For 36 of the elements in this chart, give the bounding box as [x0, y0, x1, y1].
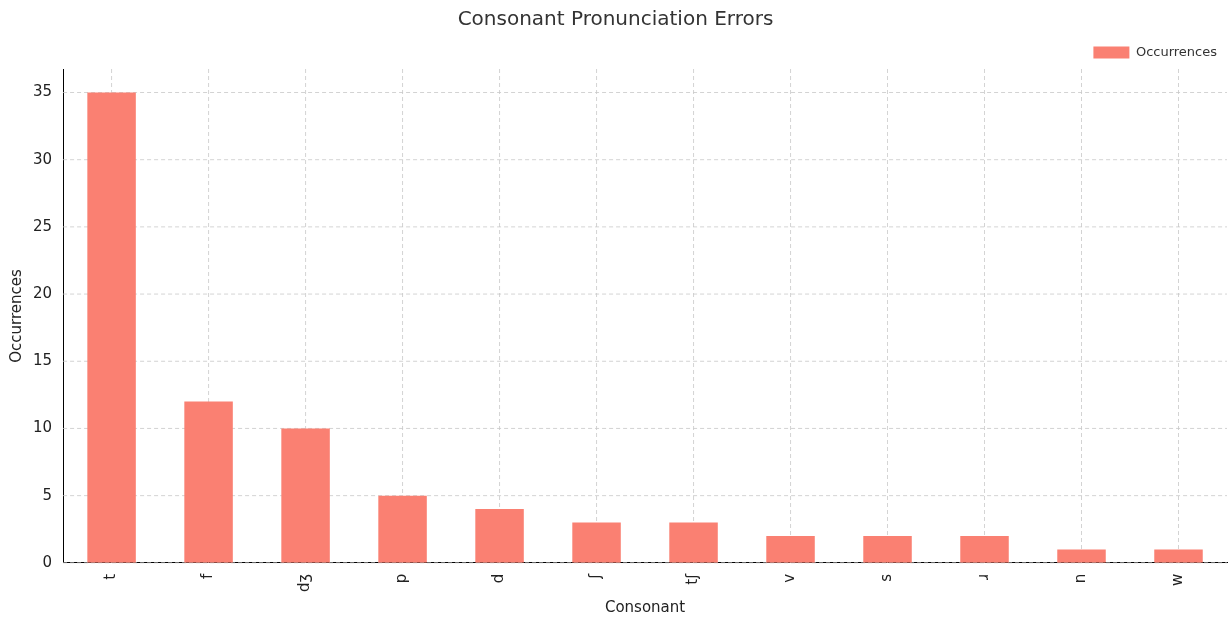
x-tick-label: v: [780, 573, 799, 583]
y-tick-label: 35: [32, 82, 53, 101]
bar: [87, 92, 136, 563]
bar: [1154, 549, 1203, 563]
bar: [572, 522, 621, 563]
bar: [184, 401, 233, 563]
x-tick-label: ɹ: [974, 573, 993, 581]
x-tick-label: t: [101, 573, 120, 580]
x-tick-label: ʃ: [586, 572, 605, 580]
y-tick-label: 10: [32, 418, 53, 437]
legend-label: Occurrences: [1135, 43, 1218, 59]
y-tick-label: 0: [42, 552, 53, 571]
x-tick-label: dʒ: [295, 573, 314, 592]
bar: [378, 495, 427, 563]
bar: [669, 522, 718, 563]
bar: [863, 535, 912, 563]
bar: [1057, 549, 1106, 563]
y-axis-title: Occurrences: [6, 268, 25, 363]
x-tick-label: f: [198, 573, 217, 580]
x-tick-label: w: [1168, 573, 1187, 587]
bar: [766, 535, 815, 563]
y-tick-label: 5: [42, 485, 53, 504]
bar: [475, 509, 524, 563]
x-tick-label: n: [1071, 573, 1090, 584]
y-tick-label: 30: [32, 149, 53, 168]
y-tick-label: 15: [32, 351, 53, 370]
chart-title: Consonant Pronunciation Errors: [457, 6, 774, 31]
x-tick-label: p: [392, 573, 411, 584]
x-axis-title: Consonant: [604, 597, 686, 616]
bar: [281, 428, 330, 563]
bar: [960, 535, 1009, 563]
x-tick-label: d: [489, 573, 508, 584]
x-tick-label: s: [877, 573, 896, 582]
y-tick-label: 25: [32, 216, 53, 235]
y-tick-label: 20: [32, 283, 53, 302]
x-tick-label: tʃ: [683, 572, 702, 585]
